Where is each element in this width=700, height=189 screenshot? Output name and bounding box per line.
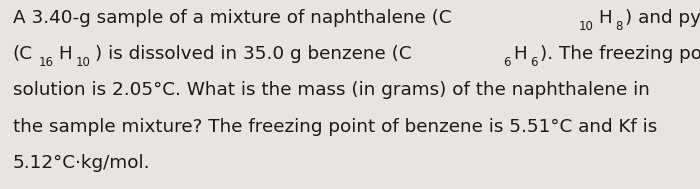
- Text: 10: 10: [76, 56, 90, 69]
- Text: 8: 8: [615, 20, 623, 33]
- Text: 5.12°C·kg/mol.: 5.12°C·kg/mol.: [13, 154, 150, 172]
- Text: ) and pyrene: ) and pyrene: [625, 9, 700, 27]
- Text: 10: 10: [579, 20, 594, 33]
- Text: 16: 16: [38, 56, 53, 69]
- Text: ). The freezing point of the: ). The freezing point of the: [540, 45, 700, 63]
- Text: solution is 2.05°C. What is the mass (in grams) of the naphthalene in: solution is 2.05°C. What is the mass (in…: [13, 81, 650, 99]
- Text: ) is dissolved in 35.0 g benzene (C: ) is dissolved in 35.0 g benzene (C: [94, 45, 411, 63]
- Text: H: H: [598, 9, 611, 27]
- Text: A 3.40-g sample of a mixture of naphthalene (C: A 3.40-g sample of a mixture of naphthal…: [13, 9, 452, 27]
- Text: the sample mixture? The freezing point of benzene is 5.51°C and Kf is: the sample mixture? The freezing point o…: [13, 118, 657, 136]
- Text: H: H: [58, 45, 71, 63]
- Text: H: H: [513, 45, 526, 63]
- Text: 6: 6: [503, 56, 510, 69]
- Text: 6: 6: [531, 56, 538, 69]
- Text: (C: (C: [13, 45, 33, 63]
